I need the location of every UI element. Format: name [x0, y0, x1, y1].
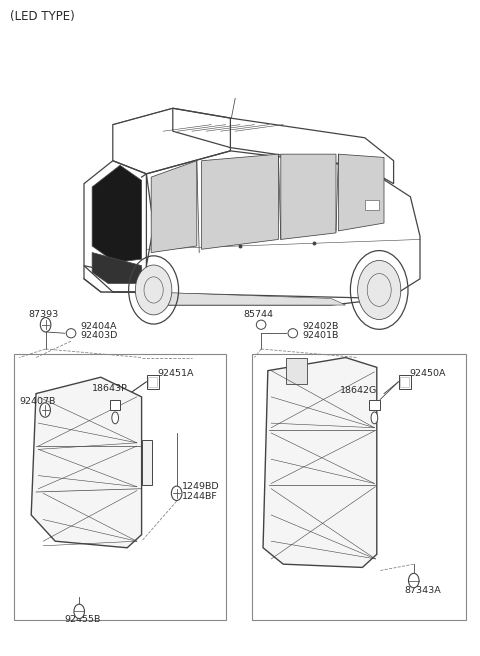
Text: 92407B: 92407B — [19, 397, 56, 406]
Bar — [369, 400, 380, 410]
Text: 92403D: 92403D — [81, 331, 118, 340]
Text: 85744: 85744 — [244, 310, 274, 319]
Text: 92401B: 92401B — [302, 331, 339, 340]
Bar — [398, 375, 410, 389]
Polygon shape — [146, 292, 346, 305]
Bar — [252, 354, 466, 620]
Bar — [14, 354, 226, 620]
Circle shape — [74, 604, 84, 619]
Text: 18643P: 18643P — [92, 384, 128, 393]
Text: 1244BF: 1244BF — [181, 492, 217, 501]
Text: 92404A: 92404A — [81, 322, 117, 331]
Text: 92450A: 92450A — [409, 369, 446, 379]
Text: 92455B: 92455B — [65, 615, 101, 625]
Bar — [147, 375, 158, 389]
Ellipse shape — [371, 412, 378, 424]
Text: 92451A: 92451A — [157, 369, 194, 379]
Polygon shape — [151, 161, 197, 253]
Circle shape — [358, 260, 401, 319]
Bar — [110, 400, 120, 410]
Polygon shape — [263, 358, 377, 567]
Polygon shape — [338, 154, 384, 231]
Text: 92402B: 92402B — [302, 322, 339, 331]
Bar — [148, 377, 157, 387]
Polygon shape — [281, 154, 336, 239]
Polygon shape — [31, 377, 142, 548]
Polygon shape — [286, 358, 307, 384]
Text: 87343A: 87343A — [404, 586, 441, 595]
Circle shape — [40, 318, 51, 332]
Text: 1249BD: 1249BD — [181, 482, 219, 491]
Ellipse shape — [256, 320, 266, 329]
Text: 87393: 87393 — [29, 310, 59, 319]
Polygon shape — [365, 200, 379, 210]
Text: (LED TYPE): (LED TYPE) — [10, 10, 74, 23]
Bar — [142, 440, 152, 485]
Circle shape — [171, 486, 182, 501]
Polygon shape — [92, 165, 142, 262]
Circle shape — [408, 573, 419, 588]
Bar — [400, 377, 409, 387]
Ellipse shape — [288, 329, 298, 338]
Text: 18642G: 18642G — [340, 386, 377, 395]
Ellipse shape — [66, 329, 76, 338]
Polygon shape — [202, 154, 278, 249]
Ellipse shape — [112, 412, 119, 424]
Polygon shape — [92, 253, 142, 283]
Circle shape — [40, 403, 50, 417]
Circle shape — [135, 265, 172, 315]
